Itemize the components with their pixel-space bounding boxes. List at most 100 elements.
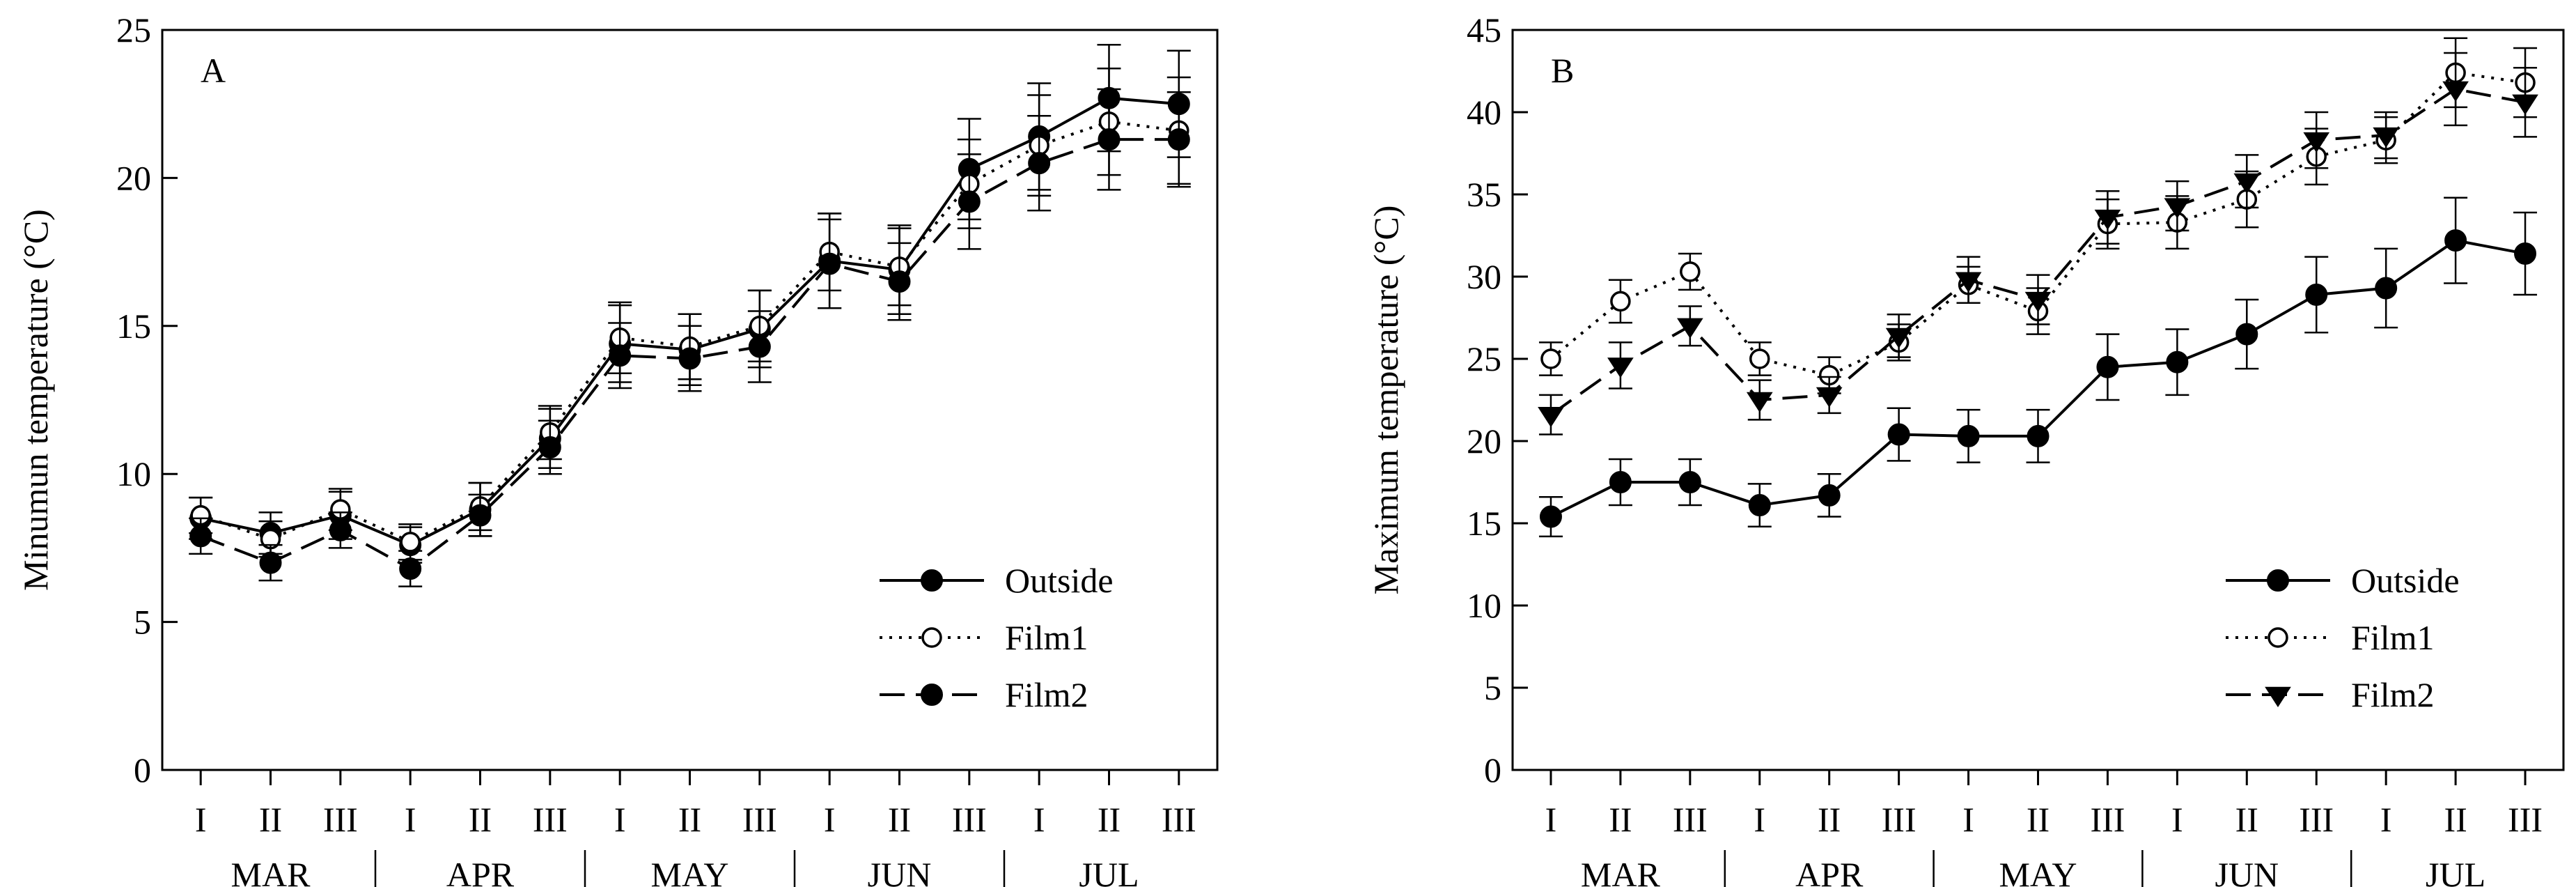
data-point xyxy=(2305,283,2328,306)
legend-marker xyxy=(2267,627,2288,648)
series-film1 xyxy=(1538,37,2538,394)
x-tick-label: I xyxy=(614,800,626,839)
data-point xyxy=(2303,132,2330,153)
x-tick-label: I xyxy=(1545,800,1557,839)
data-point xyxy=(2096,355,2119,378)
x-tick-label: II xyxy=(1609,800,1632,839)
data-point xyxy=(1678,471,1701,493)
data-point xyxy=(1680,261,1701,282)
x-tick-label: III xyxy=(952,800,987,839)
x-tick-label: III xyxy=(323,800,358,839)
month-label: MAR xyxy=(1581,855,1661,887)
x-tick-label: II xyxy=(469,800,492,839)
series-film1 xyxy=(189,67,1191,561)
x-tick-label: III xyxy=(2508,800,2543,839)
data-point xyxy=(958,190,981,213)
data-point xyxy=(2094,209,2121,231)
data-point xyxy=(1955,272,1982,293)
panel-label: B xyxy=(1551,51,1574,90)
data-point xyxy=(1748,494,1771,517)
x-tick-label: I xyxy=(195,800,207,839)
legend-label: Film1 xyxy=(2351,618,2434,657)
panel-b: 0 5 10 15 20 25 30 35 40 45 Maximum temperature (°… xyxy=(1366,10,2565,887)
plot-frame xyxy=(1511,29,2565,771)
x-tick-label: II xyxy=(2027,800,2050,839)
x-tick-label: I xyxy=(2380,800,2392,839)
legend-label: Film2 xyxy=(2351,675,2434,714)
data-point xyxy=(818,252,841,275)
month-label: APR xyxy=(1795,855,1864,887)
data-point xyxy=(1887,423,1910,446)
legend: Outside Film1 Film2 xyxy=(2226,561,2460,714)
x-tick-label: III xyxy=(2090,800,2125,839)
x-tick-label: II xyxy=(1098,800,1121,839)
x-tick-label: III xyxy=(1673,800,1708,839)
plot-frame xyxy=(161,29,1219,771)
data-point xyxy=(2166,350,2189,373)
data-point xyxy=(2235,323,2258,346)
data-point xyxy=(1540,348,1561,369)
y-tick-label: 25 xyxy=(1467,339,1501,378)
legend-marker xyxy=(921,684,943,706)
data-point xyxy=(1610,291,1631,312)
data-point xyxy=(1538,407,1564,428)
x-tick-label: III xyxy=(1882,800,1917,839)
data-point xyxy=(2027,424,2050,447)
month-label: MAY xyxy=(650,855,728,887)
data-point xyxy=(1607,357,1634,378)
month-label: APR xyxy=(446,855,515,887)
data-point xyxy=(2233,173,2261,194)
data-point xyxy=(1098,128,1121,151)
data-point xyxy=(1028,152,1051,175)
data-point xyxy=(1957,424,1980,447)
month-label: JUL xyxy=(1079,855,1139,887)
x-tick-label: III xyxy=(533,800,568,839)
y-axis-label: Maximum temperature (°C) xyxy=(1366,206,1405,595)
data-point xyxy=(1885,327,1912,348)
y-tick-label: 20 xyxy=(1467,422,1501,461)
data-point xyxy=(2512,94,2538,115)
legend-marker xyxy=(2267,569,2289,592)
panel-label: A xyxy=(201,51,226,90)
legend-label: Film2 xyxy=(1005,675,1088,714)
y-tick-label: 15 xyxy=(116,307,151,346)
data-point xyxy=(329,518,352,541)
data-point xyxy=(1609,471,1632,493)
data-point xyxy=(2373,127,2400,148)
legend-label: Outside xyxy=(1005,561,1114,600)
data-point xyxy=(189,525,212,548)
y-tick-label: 10 xyxy=(116,454,151,493)
series-outside xyxy=(1538,196,2538,538)
x-tick-label: I xyxy=(1962,800,1974,839)
series-film2 xyxy=(189,88,1191,587)
x-tick-label: II xyxy=(1818,800,1841,839)
y-tick-label: 20 xyxy=(116,158,151,197)
legend-label: Film1 xyxy=(1005,618,1088,657)
y-tick-label: 30 xyxy=(1467,257,1501,296)
x-tick-label: II xyxy=(2444,800,2467,839)
data-point xyxy=(2024,291,2052,313)
y-tick-label: 0 xyxy=(1484,750,1501,789)
x-tick-label: III xyxy=(1162,800,1196,839)
legend-marker xyxy=(921,627,942,648)
x-tick-label: II xyxy=(678,800,701,839)
y-tick-label: 15 xyxy=(1467,504,1501,543)
data-point xyxy=(2514,242,2537,265)
data-point xyxy=(2375,277,2398,300)
legend-marker xyxy=(921,569,943,592)
y-tick-label: 10 xyxy=(1467,586,1501,625)
legend: Outside Film1 Film2 xyxy=(880,561,1114,714)
data-point xyxy=(259,551,282,574)
month-label: JUL xyxy=(2426,855,2485,887)
x-tick-label: II xyxy=(888,800,911,839)
data-point xyxy=(1676,318,1703,339)
data-point xyxy=(748,335,771,358)
y-tick-label: 40 xyxy=(1467,93,1501,132)
data-point xyxy=(1539,505,1562,528)
y-tick-label: 5 xyxy=(134,603,151,642)
data-point xyxy=(609,344,632,367)
data-point xyxy=(1746,392,1773,412)
data-point xyxy=(2164,198,2191,219)
y-axis-label: Minumun temperature (°C) xyxy=(16,209,55,591)
